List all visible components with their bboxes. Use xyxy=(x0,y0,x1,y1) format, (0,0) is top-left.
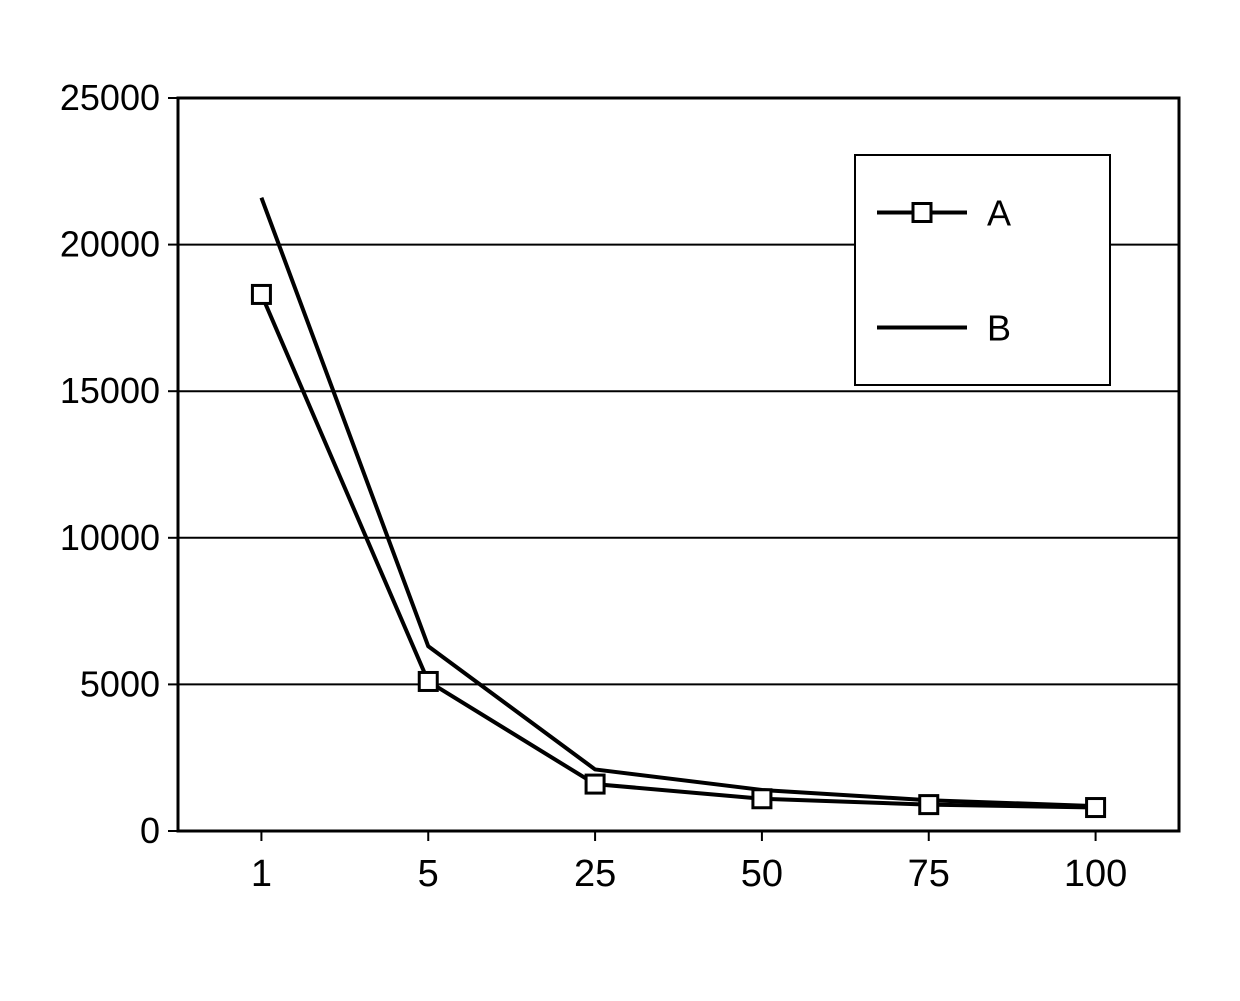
series-marker-A xyxy=(419,672,437,690)
x-tick-label: 25 xyxy=(574,853,616,895)
chart-svg: 0 5000 10000 15000 20000 25000 1 5 25 50 75 100 A B xyxy=(0,0,1240,1001)
line-chart: 0 5000 10000 15000 20000 25000 1 5 25 50 75 100 A B xyxy=(0,0,1240,1001)
y-tick-label: 15000 xyxy=(60,370,160,411)
x-tick-label: 100 xyxy=(1064,853,1127,895)
x-tick-label: 75 xyxy=(908,853,950,895)
series-marker-A xyxy=(252,285,270,303)
legend-label: A xyxy=(987,193,1011,234)
series-marker-A xyxy=(920,796,938,814)
y-tick-label: 10000 xyxy=(60,517,160,558)
y-tick-label: 25000 xyxy=(60,77,160,118)
legend-box xyxy=(855,155,1110,385)
y-tick-label: 0 xyxy=(140,810,160,851)
x-tick-label: 5 xyxy=(418,853,439,895)
series-marker-A xyxy=(753,790,771,808)
y-tick-label: 5000 xyxy=(80,663,160,704)
x-tick-label: 1 xyxy=(251,853,272,895)
x-tick-label: 50 xyxy=(741,853,783,895)
y-tick-label: 20000 xyxy=(60,224,160,265)
series-marker-A xyxy=(1087,799,1105,817)
legend-sample-marker xyxy=(913,204,931,222)
legend-label: B xyxy=(987,308,1011,349)
series-marker-A xyxy=(586,775,604,793)
